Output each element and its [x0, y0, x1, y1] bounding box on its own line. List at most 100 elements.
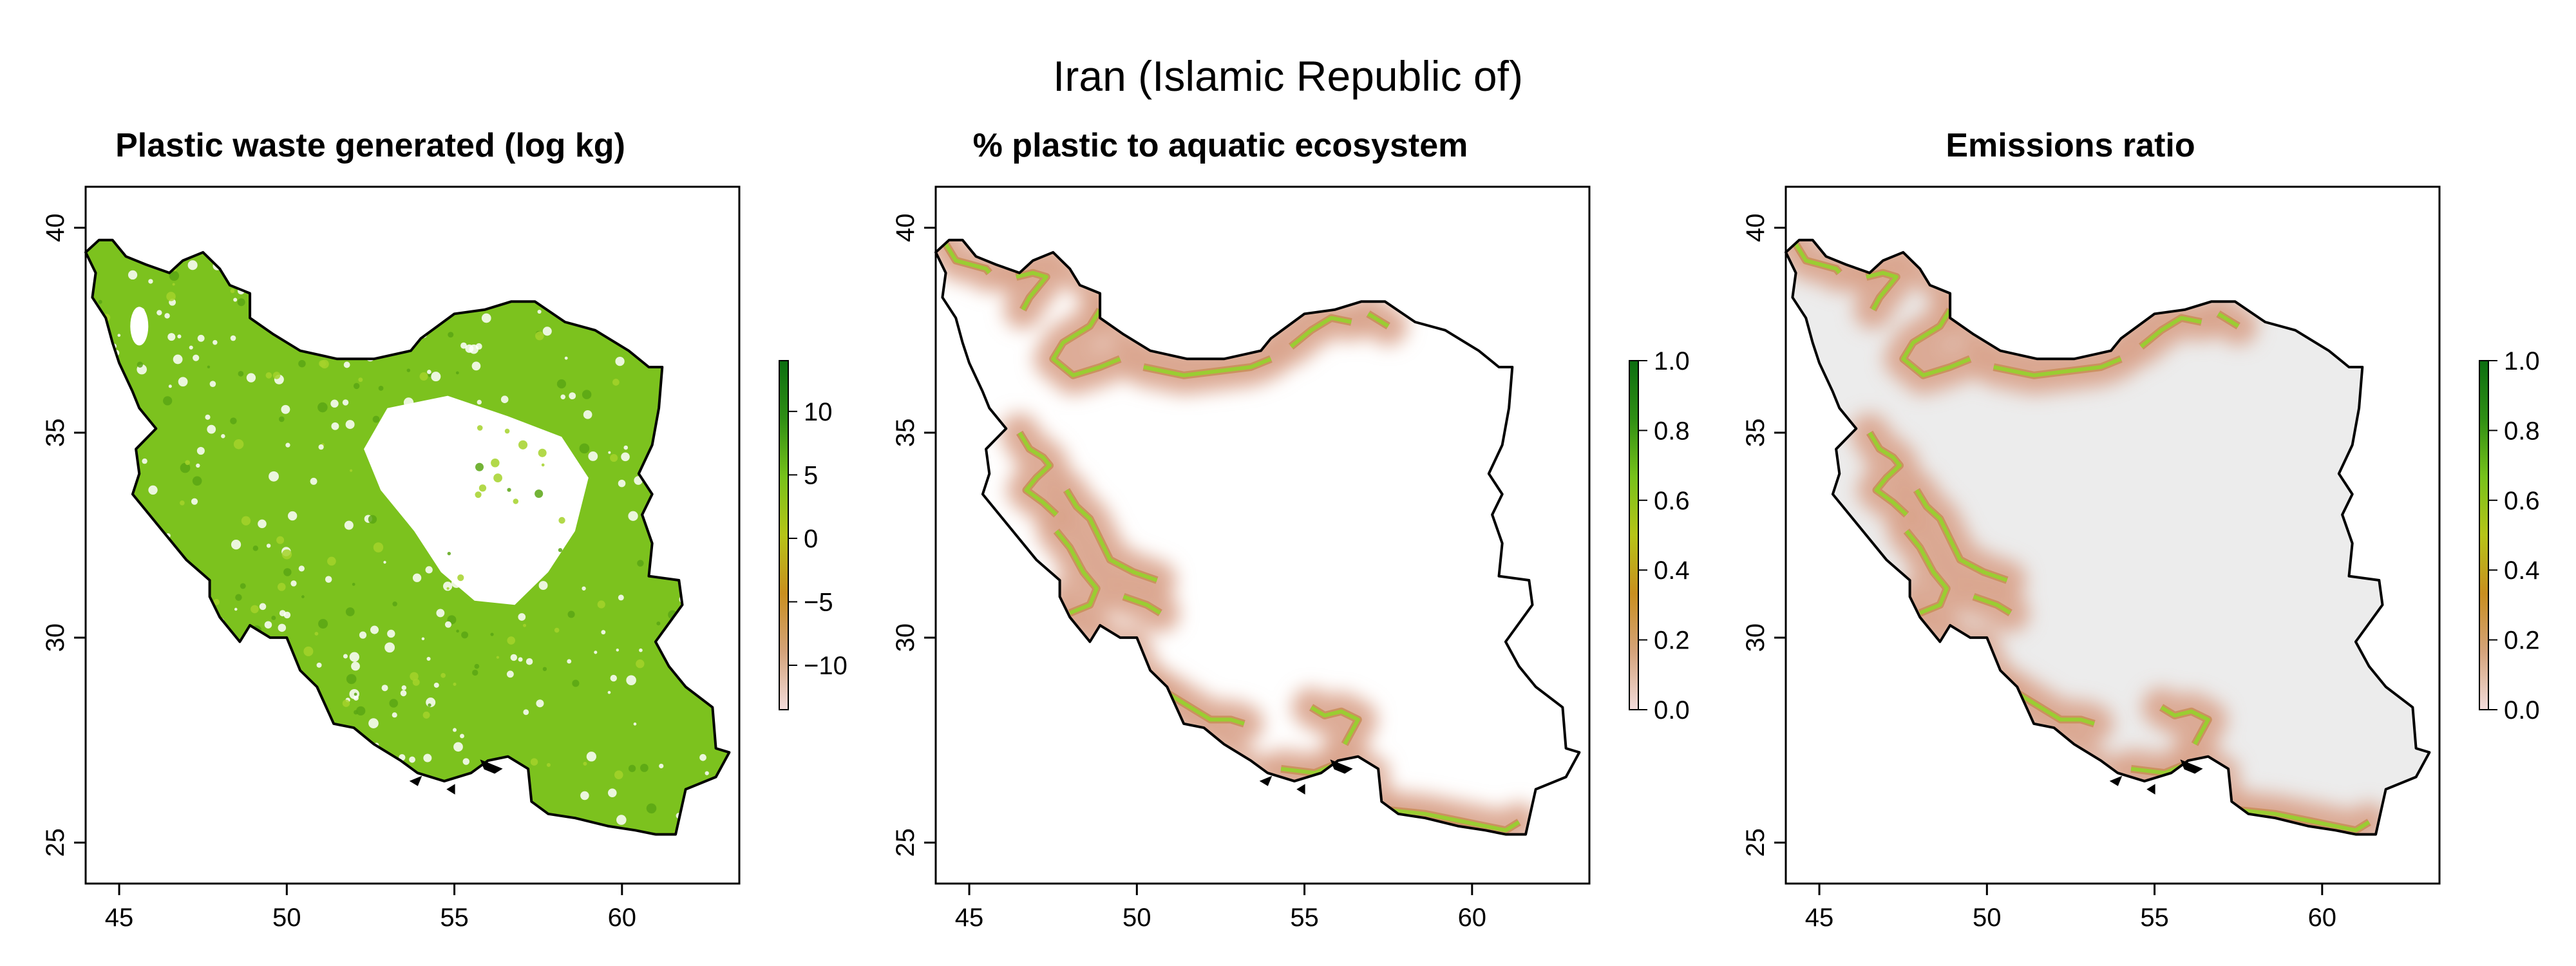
river-line: [2160, 705, 2210, 746]
river-line: [1143, 357, 1272, 377]
panel-emissions-ratio: Emissions ratio 45 50 55 60 25 30 35 40 1.0 0.8 0.…: [1700, 0, 2557, 966]
colorbar-tick-label: 0.6: [2504, 487, 2540, 515]
river-line: [1973, 594, 2012, 615]
colorbar-tick-label: 0.8: [1654, 417, 1690, 445]
x-tick-label: 50: [1122, 904, 1151, 932]
colorbar-tick-label: 1.0: [2504, 347, 2540, 375]
river-line: [1905, 529, 1949, 615]
river-line: [2217, 312, 2240, 328]
country-outline: [1785, 238, 2431, 836]
river-line: [1915, 489, 2008, 582]
river-line: [1367, 312, 1390, 328]
panel-plastic-waste: Plastic waste generated (log kg) 45 50 55 6…: [0, 0, 857, 966]
river-line: [944, 243, 991, 274]
island: [2146, 784, 2155, 795]
colorbar-tick-label: 0.2: [1654, 627, 1690, 655]
island: [409, 775, 422, 786]
river-line: [1155, 685, 1245, 726]
colorbar-tick-label: 0.4: [1654, 556, 1690, 585]
country-outline: [84, 238, 731, 836]
y-tick-label: 35: [41, 419, 70, 448]
x-tick-label: 55: [440, 904, 469, 932]
river-line: [2005, 685, 2095, 726]
y-tick-label: 30: [41, 623, 70, 652]
island: [2109, 775, 2123, 786]
raster-layer: [86, 240, 730, 835]
river-line: [1065, 489, 1158, 582]
river-line: [1018, 431, 1058, 516]
y-tick-label: 40: [41, 213, 70, 242]
river-line: [1385, 808, 1520, 833]
island: [1296, 784, 1305, 795]
x-tick-label: 45: [105, 904, 134, 932]
x-tick-label: 60: [2308, 904, 2337, 932]
colorbar: [779, 360, 789, 710]
colorbar-tick-label: 0.4: [2504, 556, 2540, 585]
colorbar-tick-label: 0.2: [2504, 627, 2540, 655]
colorbar-tick-label: −5: [804, 588, 833, 616]
colorbar-tick-label: 0.8: [2504, 417, 2540, 445]
y-tick-label: 35: [891, 419, 920, 448]
island: [1330, 759, 1353, 774]
y-tick-label: 40: [1741, 213, 1770, 242]
y-tick-label: 35: [1741, 419, 1770, 448]
colorbar-tick-label: 5: [804, 461, 818, 489]
raster-layer: [1786, 240, 2430, 835]
colorbar-tick-label: 0.0: [1654, 696, 1690, 724]
colorbar-tick-label: 0.0: [2504, 696, 2540, 724]
plot-frame: [1785, 185, 2441, 885]
island: [1259, 775, 1273, 786]
river-line: [1993, 357, 2122, 377]
colorbar: [1629, 360, 1639, 710]
panel-title: % plastic to aquatic ecosystem: [972, 127, 1468, 164]
river-line: [2139, 316, 2202, 348]
y-tick-label: 30: [1741, 623, 1770, 652]
river-line: [2235, 808, 2371, 833]
colorbar-tick-label: 1.0: [1654, 347, 1690, 375]
lake-urmia: [130, 307, 149, 346]
y-tick-label: 25: [1741, 828, 1770, 857]
y-tick-label: 40: [891, 213, 920, 242]
panel-title: Plastic waste generated (log kg): [115, 127, 625, 164]
river-line: [1122, 594, 1162, 615]
island: [480, 759, 503, 774]
plot-frame: [84, 185, 741, 885]
y-tick-label: 30: [891, 623, 920, 652]
x-tick-label: 45: [955, 904, 984, 932]
river-line: [1310, 705, 1360, 746]
river-line: [1901, 308, 1971, 377]
x-tick-label: 50: [272, 904, 301, 932]
map-plot: 45 50 55 60 25 30 35 40 1.0 0.8 0.6 0.4 0.2 0.0: [891, 185, 1690, 932]
y-tick-label: 25: [891, 828, 920, 857]
colorbar-tick-label: 0.6: [1654, 487, 1690, 515]
plot-frame: [934, 185, 1591, 885]
land-fill: [1786, 240, 2430, 835]
river-line: [1051, 308, 1121, 377]
river-line: [1866, 270, 1899, 311]
land-fill: [86, 240, 730, 835]
island: [446, 784, 455, 795]
colorbar-tick-label: −10: [804, 652, 848, 680]
country-outline: [934, 238, 1581, 836]
raster-layer: [936, 240, 1539, 835]
colorbar: [2479, 360, 2489, 710]
panel-title: Emissions ratio: [1946, 127, 2195, 164]
river-line: [1055, 529, 1099, 615]
island: [2180, 759, 2203, 774]
x-tick-label: 45: [1805, 904, 1834, 932]
y-tick-label: 25: [41, 828, 70, 857]
x-tick-label: 55: [2140, 904, 2169, 932]
x-tick-label: 60: [608, 904, 637, 932]
river-line: [1868, 431, 1908, 516]
panel-aquatic-percent: % plastic to aquatic ecosystem 45 50 55 60 2…: [850, 0, 1707, 966]
river-line: [1289, 316, 1352, 348]
x-tick-label: 60: [1458, 904, 1487, 932]
map-plot: 45 50 55 60 25 30 35 40 1.0 0.8 0.6 0.4 0.2 0.0: [1741, 185, 2540, 932]
colorbar-tick-label: 10: [804, 398, 833, 426]
river-line: [1794, 243, 1841, 274]
colorbar-tick-label: 0: [804, 525, 818, 553]
x-tick-label: 55: [1290, 904, 1319, 932]
river-line: [1016, 270, 1048, 311]
x-tick-label: 50: [1973, 904, 2002, 932]
